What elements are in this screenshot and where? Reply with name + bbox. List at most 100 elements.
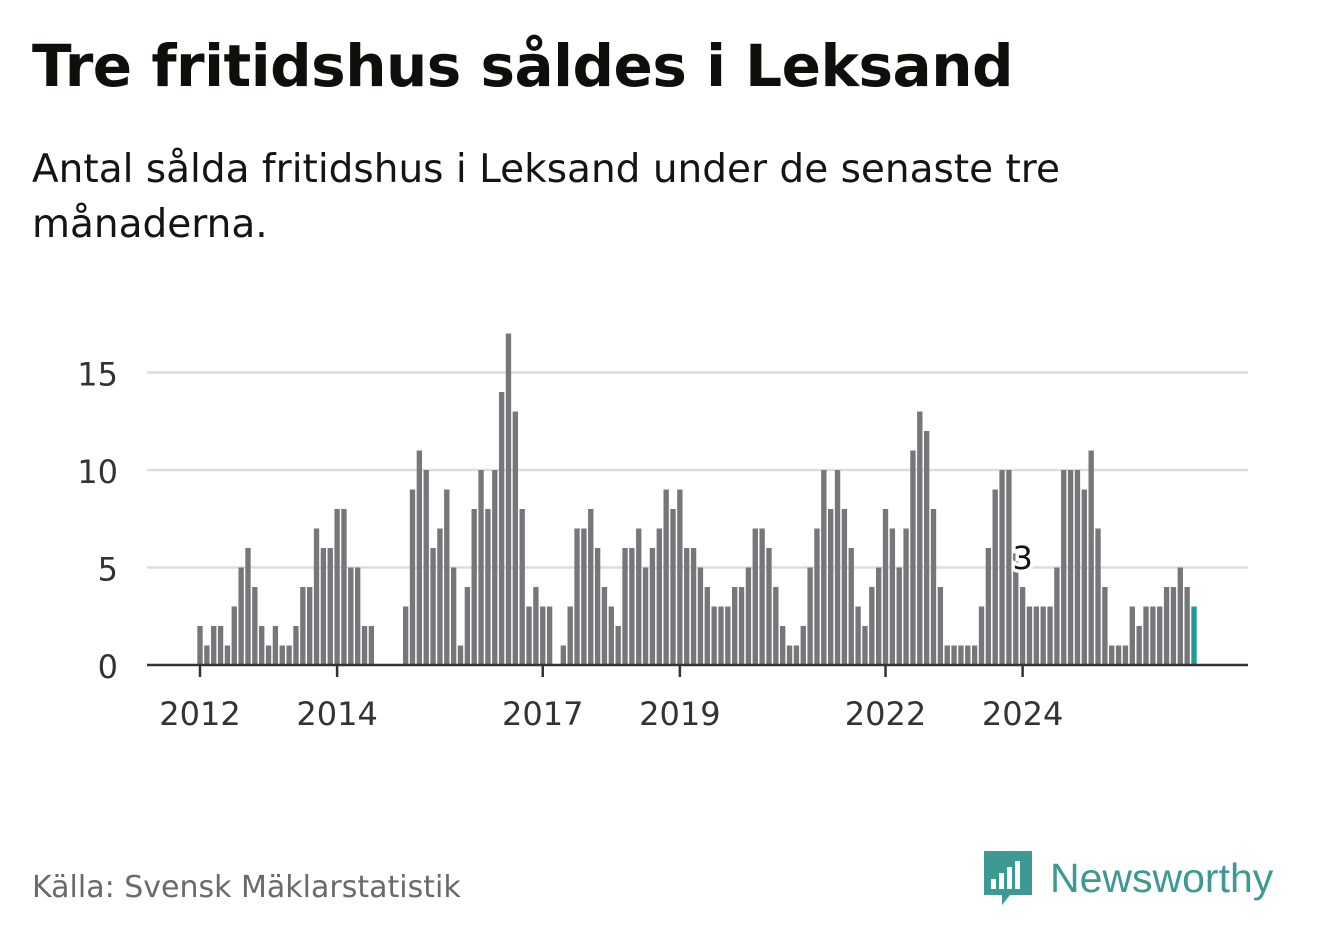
bar <box>1088 450 1094 665</box>
bar <box>766 548 772 665</box>
bar <box>1026 606 1033 665</box>
bar <box>594 548 601 665</box>
bar <box>197 626 203 665</box>
bar <box>1136 626 1142 665</box>
bar <box>457 645 464 665</box>
x-tick-label: 2022 <box>845 695 926 733</box>
source-note: Källa: Svensk Mäklarstatistik <box>32 870 461 905</box>
bar <box>1074 470 1081 665</box>
bar <box>478 470 484 665</box>
bar <box>834 470 841 665</box>
bar <box>923 431 930 665</box>
bar <box>512 411 519 665</box>
bar <box>581 528 587 665</box>
bar <box>588 509 594 665</box>
bar <box>971 645 978 665</box>
bar <box>677 489 683 665</box>
bar <box>690 548 697 665</box>
bar <box>464 587 471 665</box>
bar <box>725 606 731 665</box>
bar <box>519 509 525 665</box>
bar <box>1102 587 1108 665</box>
bar <box>259 626 265 665</box>
bar <box>423 470 429 665</box>
bar <box>430 548 436 665</box>
y-tick-label: 0 <box>98 648 118 686</box>
bar <box>334 509 340 665</box>
bar <box>471 509 477 665</box>
bar <box>245 548 251 665</box>
bar <box>745 567 752 665</box>
bar-series <box>197 333 1197 665</box>
bar <box>903 528 909 665</box>
bar <box>601 587 608 665</box>
bar <box>992 489 998 665</box>
bar <box>355 567 361 665</box>
bar <box>320 548 327 665</box>
bar <box>327 548 333 665</box>
bar <box>211 626 217 665</box>
bar <box>807 567 813 665</box>
bar <box>841 509 848 665</box>
bar <box>1150 606 1156 665</box>
bar <box>540 606 546 665</box>
annotation-label: 3 <box>1012 539 1032 577</box>
bar <box>1067 470 1074 665</box>
bar <box>1115 645 1122 665</box>
bar <box>293 626 299 665</box>
bar <box>622 548 628 665</box>
bar <box>1013 548 1019 665</box>
bar <box>656 528 662 665</box>
bar <box>670 509 676 665</box>
bar <box>560 645 566 665</box>
bar <box>368 626 375 665</box>
bar <box>272 626 279 665</box>
bar <box>204 645 210 665</box>
bar <box>951 645 957 665</box>
bar <box>882 509 889 665</box>
bar <box>985 548 992 665</box>
bar <box>958 645 964 665</box>
bar <box>409 489 416 665</box>
bar <box>307 587 313 665</box>
bar <box>821 470 827 665</box>
bar <box>300 587 306 665</box>
bar <box>1109 645 1115 665</box>
bar <box>814 528 820 665</box>
bar <box>265 645 272 665</box>
bar <box>615 626 621 665</box>
bar <box>1143 606 1149 665</box>
bar <box>999 470 1005 665</box>
bar <box>629 548 635 665</box>
bar <box>450 567 457 665</box>
bar <box>684 548 690 665</box>
y-tick-label: 10 <box>77 453 118 491</box>
bar-chart-speech-bubble-icon <box>984 851 1032 905</box>
bar <box>1170 587 1177 665</box>
bar <box>828 509 834 665</box>
bar <box>567 606 573 665</box>
bar <box>416 450 423 665</box>
bar <box>608 606 614 665</box>
bar <box>574 528 580 665</box>
bar <box>402 606 409 665</box>
bar <box>526 606 532 665</box>
bar <box>1040 606 1046 665</box>
bar <box>286 645 292 665</box>
bar <box>780 626 786 665</box>
bar <box>711 606 717 665</box>
bar <box>944 645 950 665</box>
chart-title: Tre fritidshus såldes i Leksand <box>32 32 1014 100</box>
y-tick-label: 15 <box>77 356 118 394</box>
bar <box>217 626 224 665</box>
brand-logo: Newsworthy <box>980 846 1273 910</box>
bar <box>978 606 985 665</box>
bar <box>546 606 553 665</box>
bar <box>649 548 656 665</box>
bar <box>786 645 793 665</box>
bar <box>437 528 443 665</box>
bar <box>1122 645 1129 665</box>
bar <box>1061 470 1067 665</box>
bar <box>896 567 902 665</box>
